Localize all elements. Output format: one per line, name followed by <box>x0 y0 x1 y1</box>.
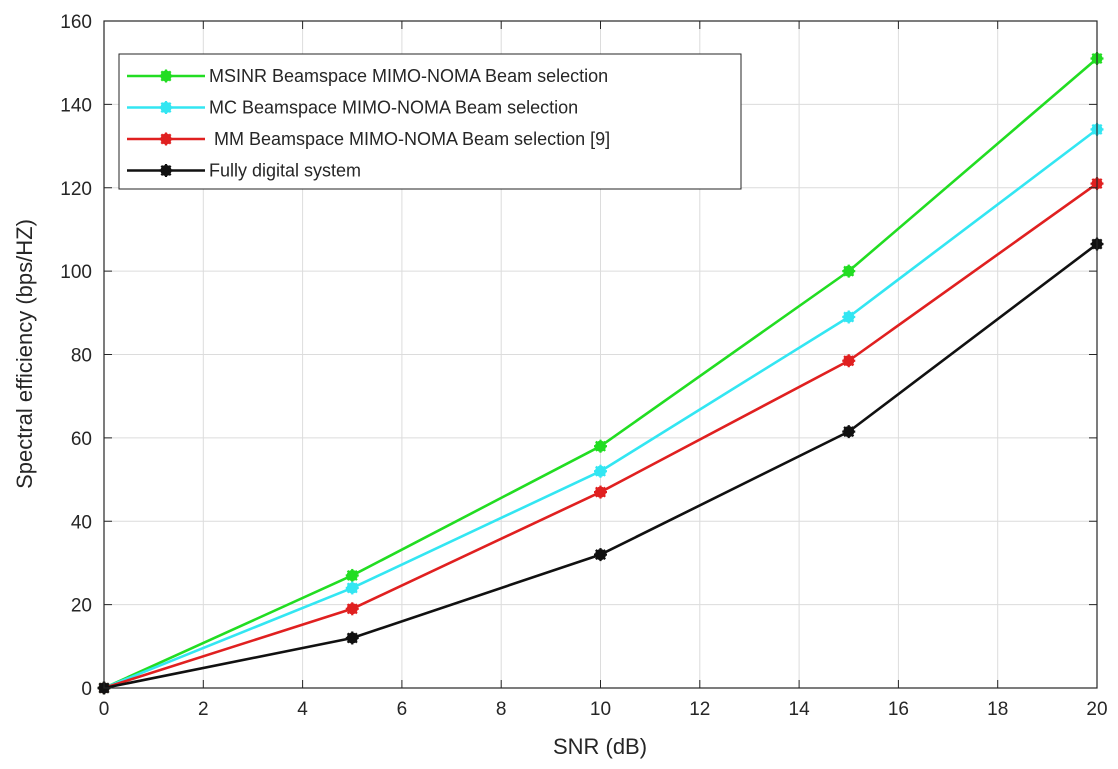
x-tick-label: 6 <box>397 699 408 720</box>
legend-marker-3 <box>159 132 173 146</box>
legend-label-1: MSINR Beamspace MIMO-NOMA Beam selection <box>209 66 608 86</box>
legend-label-4: Fully digital system <box>209 161 361 181</box>
data-point-series-2 <box>345 581 359 595</box>
legend-marker-2 <box>159 101 173 114</box>
legend-label-3: MM Beamspace MIMO-NOMA Beam selection [9… <box>209 129 610 149</box>
x-tick-label: 8 <box>496 699 507 720</box>
data-point-series-4 <box>345 631 359 645</box>
data-point-series-1 <box>842 264 856 278</box>
x-tick-label: 10 <box>590 699 611 720</box>
y-tick-label: 120 <box>60 179 92 200</box>
ticks: 0 2 4 6 8 10 12 14 16 18 20 0 20 40 60 80 100 120 140 160 <box>60 12 1107 720</box>
data-point-series-1 <box>594 439 607 453</box>
data-point-series-4 <box>594 548 607 562</box>
data-point-series-3 <box>345 602 359 616</box>
legend-label-2: MC Beamspace MIMO-NOMA Beam selection <box>209 98 578 118</box>
x-tick-label: 16 <box>888 699 909 720</box>
x-tick-label: 4 <box>297 699 308 720</box>
legend-marker-1 <box>159 69 173 83</box>
legend-marker-4 <box>159 164 173 177</box>
x-tick-label: 0 <box>99 699 110 720</box>
x-tick-label: 12 <box>689 699 710 720</box>
x-tick-label: 2 <box>198 699 209 720</box>
y-tick-label: 100 <box>60 262 92 283</box>
x-tick-label: 20 <box>1086 699 1107 720</box>
legend: MSINR Beamspace MIMO-NOMA Beam selection… <box>118 53 742 190</box>
y-tick-label: 20 <box>71 596 92 617</box>
legend-box <box>118 53 742 190</box>
y-tick-label: 80 <box>71 346 92 367</box>
y-axis-label: Spectral efficiency (bps/HZ) <box>12 219 37 489</box>
x-axis-label: SNR (dB) <box>553 734 647 759</box>
y-tick-label: 60 <box>71 429 92 450</box>
data-point-series-1 <box>345 568 359 582</box>
y-tick-label: 40 <box>71 512 92 533</box>
data-point-series-4 <box>842 425 856 439</box>
data-point-series-3 <box>594 485 607 499</box>
data-point-series-2 <box>842 310 856 324</box>
y-tick-label: 160 <box>60 12 92 33</box>
data-point-series-2 <box>594 464 607 478</box>
y-tick-label: 140 <box>60 95 92 116</box>
x-tick-label: 14 <box>789 699 811 720</box>
data-point-series-3 <box>842 354 856 368</box>
y-tick-label: 0 <box>81 679 92 700</box>
x-tick-label: 18 <box>987 699 1008 720</box>
